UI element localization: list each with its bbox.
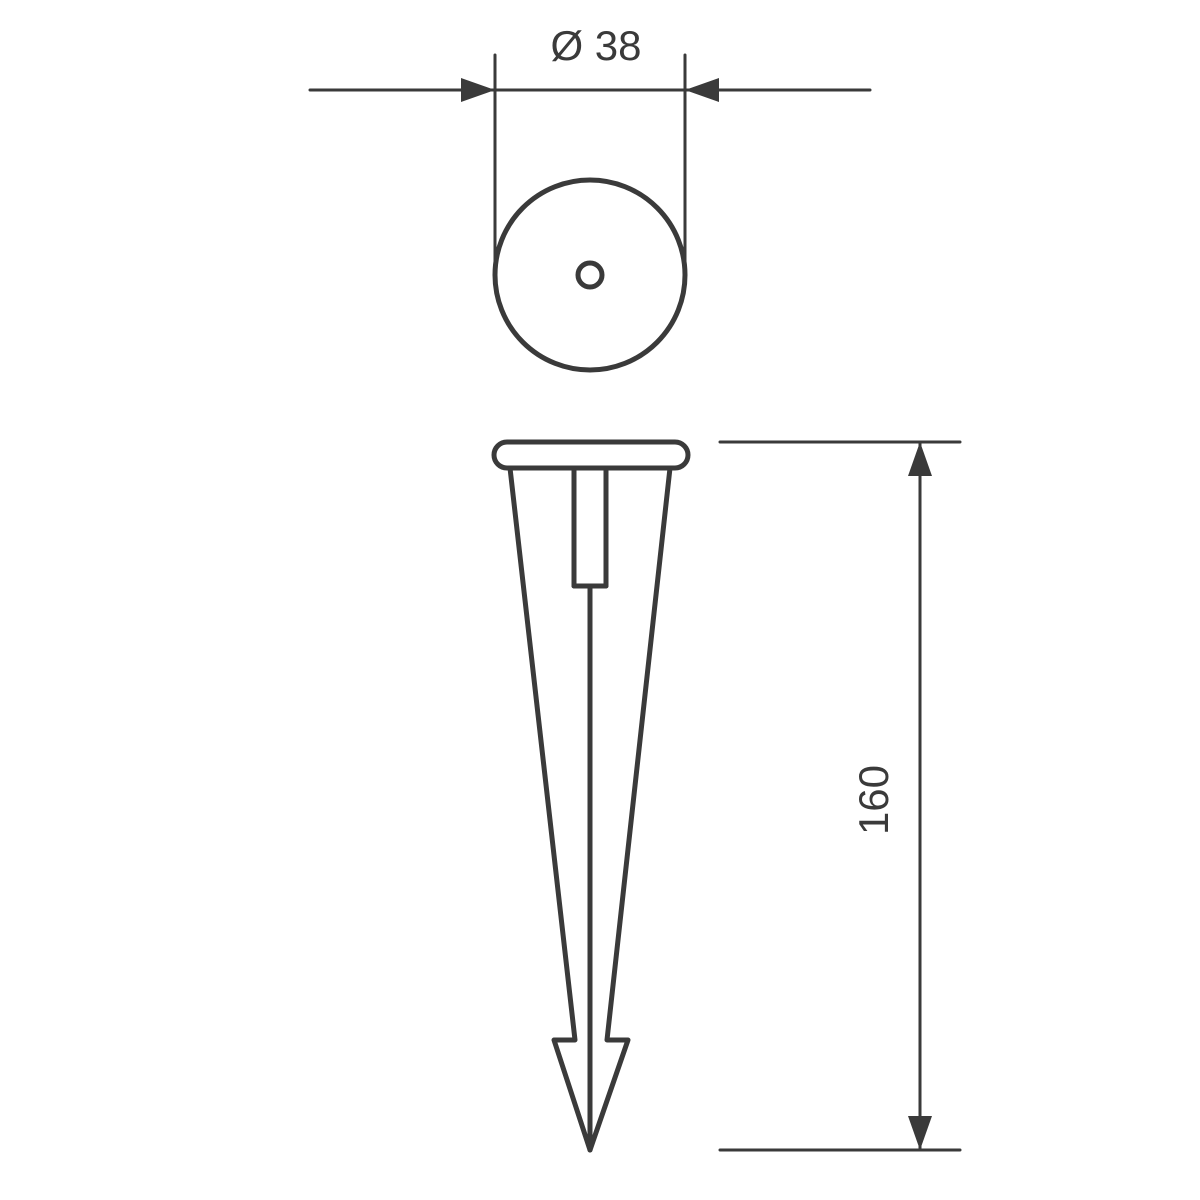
arrowhead-icon [908, 442, 932, 476]
dim-label-diameter: Ø 38 [550, 22, 641, 69]
technical-drawing: Ø 38 160 [0, 0, 1200, 1200]
arrowhead-icon [908, 1116, 932, 1150]
dim-label-height: 160 [850, 765, 897, 835]
side-view-cap [494, 442, 688, 468]
arrowhead-icon [461, 78, 495, 102]
top-view-outer-circle [495, 180, 685, 370]
arrowhead-icon [685, 78, 719, 102]
top-view-center-hole [578, 263, 602, 287]
